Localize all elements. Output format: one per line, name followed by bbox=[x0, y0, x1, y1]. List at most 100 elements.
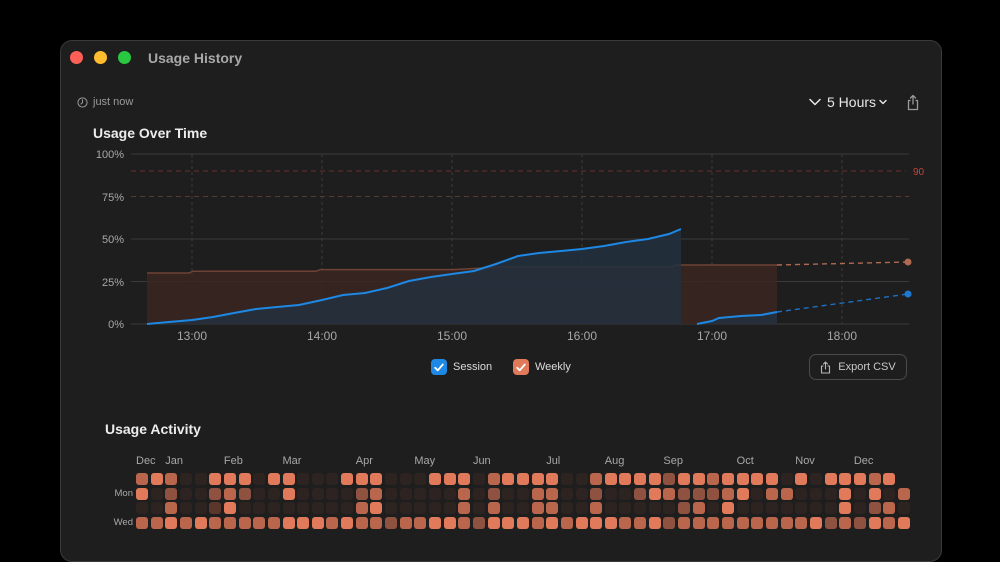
heatmap-cell[interactable] bbox=[560, 487, 573, 500]
heatmap-cell[interactable] bbox=[341, 487, 354, 500]
heatmap-cell[interactable] bbox=[868, 473, 881, 485]
heatmap-cell[interactable] bbox=[238, 473, 251, 485]
heatmap-cell[interactable] bbox=[297, 516, 310, 529]
heatmap-cell[interactable] bbox=[516, 502, 529, 515]
heatmap-cell[interactable] bbox=[604, 502, 617, 515]
heatmap-cell[interactable] bbox=[619, 487, 632, 500]
heatmap-cell[interactable] bbox=[780, 473, 793, 485]
usage-chart[interactable]: 100% 75% 50% 25% 0% 90 13:00 14:00 15:00… bbox=[61, 41, 941, 361]
heatmap-cell[interactable] bbox=[458, 516, 471, 529]
heatmap-cell[interactable] bbox=[531, 516, 544, 529]
share-button[interactable] bbox=[906, 94, 920, 116]
heatmap-cell[interactable] bbox=[824, 473, 837, 485]
heatmap-cell[interactable] bbox=[678, 487, 691, 500]
heatmap-cell[interactable] bbox=[516, 516, 529, 529]
heatmap-cell[interactable] bbox=[765, 502, 778, 515]
heatmap-cell[interactable] bbox=[385, 473, 398, 485]
heatmap-cell[interactable] bbox=[736, 487, 749, 500]
heatmap-cell[interactable] bbox=[399, 487, 412, 500]
heatmap-cell[interactable] bbox=[883, 516, 896, 529]
heatmap-cell[interactable] bbox=[634, 473, 647, 485]
heatmap-cell[interactable] bbox=[443, 487, 456, 500]
heatmap-cell[interactable] bbox=[868, 516, 881, 529]
heatmap-cell[interactable] bbox=[663, 473, 676, 485]
heatmap-cell[interactable] bbox=[839, 516, 852, 529]
heatmap-cell[interactable] bbox=[546, 516, 559, 529]
heatmap-cell[interactable] bbox=[853, 487, 866, 500]
heatmap-cell[interactable] bbox=[883, 502, 896, 515]
heatmap-cell[interactable] bbox=[194, 502, 207, 515]
heatmap-cell[interactable] bbox=[209, 502, 222, 515]
heatmap-cell[interactable] bbox=[179, 487, 192, 500]
heatmap-cell[interactable] bbox=[355, 487, 368, 500]
heatmap-cell[interactable] bbox=[795, 487, 808, 500]
heatmap-cell[interactable] bbox=[765, 487, 778, 500]
heatmap-cell[interactable] bbox=[194, 516, 207, 529]
heatmap-cell[interactable] bbox=[209, 516, 222, 529]
heatmap-cell[interactable] bbox=[663, 516, 676, 529]
heatmap-cell[interactable] bbox=[722, 473, 734, 485]
heatmap-cell[interactable] bbox=[502, 487, 515, 500]
heatmap-cell[interactable] bbox=[429, 502, 441, 515]
heatmap-cell[interactable] bbox=[531, 473, 544, 485]
heatmap-cell[interactable] bbox=[546, 502, 559, 515]
heatmap-cell[interactable] bbox=[707, 487, 720, 500]
heatmap-cell[interactable] bbox=[223, 473, 236, 485]
heatmap-cell[interactable] bbox=[634, 516, 647, 529]
heatmap-cell[interactable] bbox=[282, 487, 295, 500]
heatmap-cell[interactable] bbox=[311, 502, 324, 515]
heatmap-cell[interactable] bbox=[546, 473, 559, 485]
heatmap-cell[interactable] bbox=[678, 502, 691, 515]
heatmap-cell[interactable] bbox=[429, 487, 441, 500]
heatmap-cell[interactable] bbox=[179, 516, 192, 529]
heatmap-cell[interactable] bbox=[150, 473, 163, 485]
heatmap-cell[interactable] bbox=[575, 487, 588, 500]
heatmap-cell[interactable] bbox=[575, 502, 588, 515]
heatmap-cell[interactable] bbox=[736, 502, 749, 515]
heatmap-cell[interactable] bbox=[868, 502, 881, 515]
heatmap-cell[interactable] bbox=[751, 516, 764, 529]
heatmap-cell[interactable] bbox=[824, 502, 837, 515]
heatmap-cell[interactable] bbox=[868, 487, 881, 500]
heatmap-cell[interactable] bbox=[839, 502, 852, 515]
session-checkbox[interactable] bbox=[431, 359, 447, 375]
legend-session[interactable]: Session bbox=[431, 359, 492, 375]
heatmap-cell[interactable] bbox=[722, 487, 734, 500]
heatmap-cell[interactable] bbox=[458, 502, 471, 515]
heatmap-cell[interactable] bbox=[399, 516, 412, 529]
heatmap-cell[interactable] bbox=[575, 473, 588, 485]
heatmap-cell[interactable] bbox=[604, 473, 617, 485]
heatmap-cell[interactable] bbox=[809, 487, 822, 500]
heatmap-cell[interactable] bbox=[663, 502, 676, 515]
heatmap-cell[interactable] bbox=[414, 473, 427, 485]
heatmap-cell[interactable] bbox=[267, 502, 280, 515]
heatmap-cell[interactable] bbox=[311, 473, 324, 485]
heatmap-cell[interactable] bbox=[839, 487, 852, 500]
heatmap-cell[interactable] bbox=[458, 473, 471, 485]
heatmap-cell[interactable] bbox=[590, 516, 603, 529]
heatmap-cell[interactable] bbox=[780, 487, 793, 500]
heatmap-cell[interactable] bbox=[531, 502, 544, 515]
heatmap-cell[interactable] bbox=[443, 502, 456, 515]
heatmap-cell[interactable] bbox=[839, 473, 852, 485]
heatmap-cell[interactable] bbox=[223, 487, 236, 500]
heatmap-cell[interactable] bbox=[355, 516, 368, 529]
heatmap-cell[interactable] bbox=[707, 502, 720, 515]
heatmap-cell[interactable] bbox=[341, 516, 354, 529]
heatmap-cell[interactable] bbox=[531, 487, 544, 500]
time-range-dropdown[interactable]: 5 Hours bbox=[809, 94, 887, 110]
heatmap-cell[interactable] bbox=[136, 502, 148, 515]
heatmap-cell[interactable] bbox=[370, 487, 383, 500]
heatmap-cell[interactable] bbox=[560, 502, 573, 515]
heatmap-cell[interactable] bbox=[414, 502, 427, 515]
heatmap-cell[interactable] bbox=[809, 502, 822, 515]
heatmap-cell[interactable] bbox=[516, 487, 529, 500]
heatmap-cell[interactable] bbox=[399, 473, 412, 485]
heatmap-cell[interactable] bbox=[341, 502, 354, 515]
heatmap-cell[interactable] bbox=[472, 473, 485, 485]
heatmap-cell[interactable] bbox=[619, 502, 632, 515]
minimize-button[interactable] bbox=[94, 51, 107, 64]
heatmap-cell[interactable] bbox=[883, 487, 896, 500]
heatmap-cell[interactable] bbox=[311, 516, 324, 529]
heatmap-cell[interactable] bbox=[648, 516, 661, 529]
